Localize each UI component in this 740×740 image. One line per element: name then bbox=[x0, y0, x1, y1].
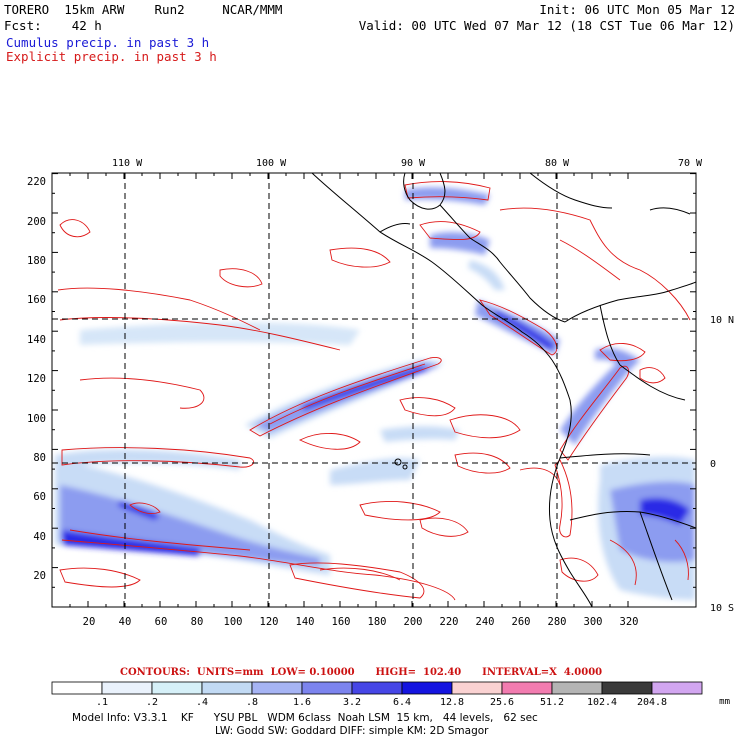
y-tick-labels: 220 200 180 160 140 120 100 80 60 40 20 bbox=[27, 176, 46, 582]
forecast-hour: Fcst: 42 h bbox=[4, 18, 102, 33]
colorbar-cell bbox=[601, 681, 653, 695]
init-time: Init: 06 UTC Mon 05 Mar 12 bbox=[539, 2, 735, 17]
colorbar-label: 204.8 bbox=[637, 697, 667, 708]
cumulus-precip-shading bbox=[55, 187, 695, 600]
colorbar-cell bbox=[651, 681, 703, 695]
x-tick-label: 120 bbox=[260, 616, 279, 628]
y-tick-label: 60 bbox=[33, 491, 46, 503]
colorbar-cell bbox=[301, 681, 353, 695]
x-tick-label: 220 bbox=[440, 616, 459, 628]
colorbar-cell bbox=[501, 681, 553, 695]
model-title: TORERO 15km ARW Run2 NCAR/MMM bbox=[4, 2, 283, 17]
coastlines bbox=[311, 173, 696, 607]
colorbar: .1.2.4.8 1.6 3.2 6.4 12.8 25.6 51.2 102.4 204.8 … bbox=[51, 681, 730, 708]
y-tick-label: 220 bbox=[27, 176, 46, 188]
lon-label: 70 W bbox=[678, 158, 703, 169]
lat-lon-grid bbox=[52, 173, 696, 607]
colorbar-cell bbox=[451, 681, 503, 695]
x-tick-label: 140 bbox=[296, 616, 315, 628]
colorbar-label: .8 bbox=[246, 697, 258, 708]
colorbar-label: 51.2 bbox=[540, 697, 564, 708]
legend-explicit: Explicit precip. in past 3 h bbox=[6, 49, 217, 64]
lon-label: 90 W bbox=[401, 158, 426, 169]
x-tick-label: 200 bbox=[404, 616, 423, 628]
y-tick-label: 40 bbox=[33, 531, 46, 543]
colorbar-cell bbox=[351, 681, 403, 695]
colorbar-cell bbox=[151, 681, 203, 695]
physics-info: LW: Godd SW: Goddard DIFF: simple KM: 2D… bbox=[215, 725, 489, 737]
x-tick-label: 40 bbox=[119, 616, 132, 628]
colorbar-cell bbox=[51, 681, 103, 695]
model-info: Model Info: V3.3.1 KF YSU PBL WDM 6class… bbox=[72, 712, 538, 724]
x-tick-label: 20 bbox=[83, 616, 96, 628]
colorbar-label: 25.6 bbox=[490, 697, 514, 708]
x-tick-label: 320 bbox=[620, 616, 639, 628]
colorbar-cell bbox=[401, 681, 453, 695]
y-tick-label: 200 bbox=[27, 216, 46, 228]
colorbar-label: 3.2 bbox=[343, 697, 361, 708]
colorbar-label: 1.6 bbox=[293, 697, 311, 708]
y-tick-label: 20 bbox=[33, 570, 46, 582]
y-tick-label: 160 bbox=[27, 294, 46, 306]
colorbar-unit: mm bbox=[719, 697, 730, 707]
colorbar-cell bbox=[101, 681, 153, 695]
y-tick-label: 180 bbox=[27, 255, 46, 267]
colorbar-label: .4 bbox=[196, 697, 208, 708]
colorbar-label: 12.8 bbox=[440, 697, 464, 708]
colorbar-cell bbox=[201, 681, 253, 695]
colorbar-label: 102.4 bbox=[587, 697, 617, 708]
contour-info: CONTOURS: UNITS=mm LOW= 0.10000 HIGH= 10… bbox=[120, 667, 603, 678]
precip-map: 110 W 100 W 90 W 80 W 70 W 10 N 0 10 S 2… bbox=[27, 158, 734, 628]
y-tick-label: 120 bbox=[27, 373, 46, 385]
colorbar-cell bbox=[551, 681, 603, 695]
lon-label: 80 W bbox=[545, 158, 570, 169]
colorbar-label: .1 bbox=[96, 697, 108, 708]
y-tick-label: 100 bbox=[27, 413, 46, 425]
x-tick-label: 60 bbox=[155, 616, 168, 628]
longitude-labels: 110 W 100 W 90 W 80 W 70 W bbox=[112, 158, 703, 169]
x-tick-labels: 20 40 60 80 100 120 140 160 180 200 220 … bbox=[83, 616, 639, 628]
valid-time: Valid: 00 UTC Wed 07 Mar 12 (18 CST Tue … bbox=[358, 18, 735, 33]
colorbar-cell bbox=[251, 681, 303, 695]
lat-label: 10 N bbox=[710, 315, 734, 326]
x-tick-label: 300 bbox=[584, 616, 603, 628]
explicit-precip-contours bbox=[57, 181, 691, 601]
colorbar-label: .2 bbox=[146, 697, 158, 708]
x-tick-label: 160 bbox=[332, 616, 351, 628]
lon-label: 100 W bbox=[256, 158, 287, 169]
latitude-labels: 10 N 0 10 S bbox=[710, 315, 734, 614]
x-tick-label: 80 bbox=[191, 616, 204, 628]
lat-label: 10 S bbox=[710, 603, 734, 614]
legend-cumulus: Cumulus precip. in past 3 h bbox=[6, 35, 210, 50]
x-tick-label: 240 bbox=[476, 616, 495, 628]
x-tick-label: 100 bbox=[224, 616, 243, 628]
lon-label: 110 W bbox=[112, 158, 143, 169]
y-tick-label: 140 bbox=[27, 334, 46, 346]
y-tick-label: 80 bbox=[33, 452, 46, 464]
x-tick-label: 180 bbox=[368, 616, 387, 628]
lat-label: 0 bbox=[710, 459, 716, 470]
x-tick-label: 280 bbox=[548, 616, 567, 628]
x-tick-label: 260 bbox=[512, 616, 531, 628]
colorbar-label: 6.4 bbox=[393, 697, 411, 708]
